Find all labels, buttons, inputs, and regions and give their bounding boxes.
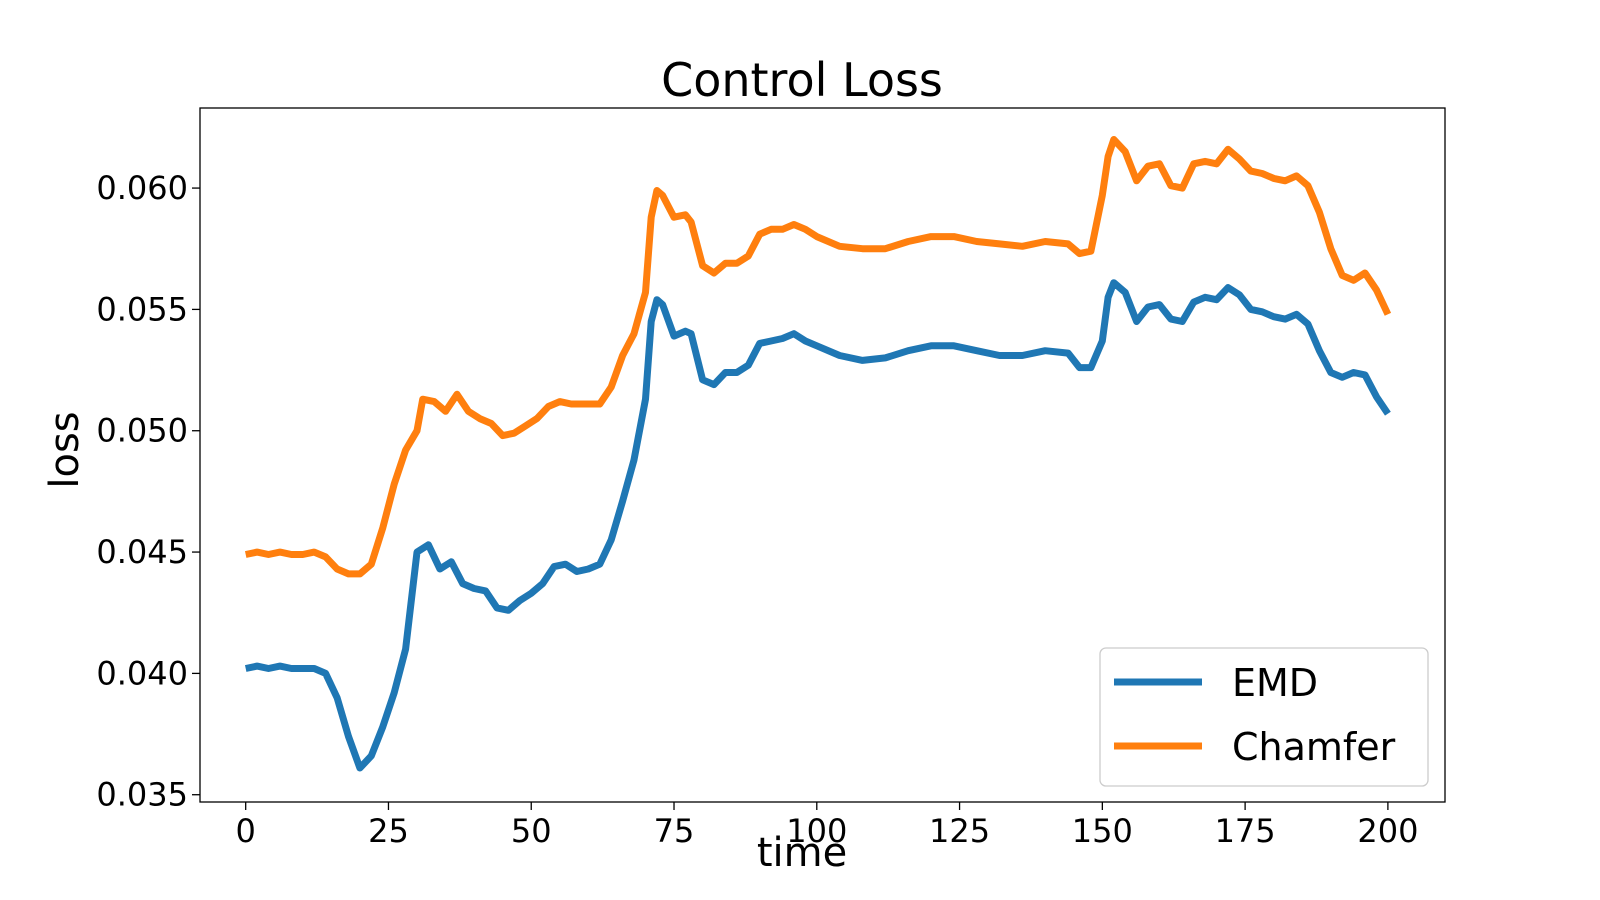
y-tick-label: 0.050 [96,412,188,450]
plot-area-frame [199,107,1446,803]
legend-label-chamfer: Chamfer [1232,725,1396,769]
x-tick-label: 100 [786,812,847,850]
y-tick-label: 0.035 [96,776,188,814]
x-tick-label: 150 [1072,812,1133,850]
x-tick-label: 50 [511,812,552,850]
x-axis-label: time [757,830,847,876]
y-tick-label: 0.060 [96,169,188,207]
legend: EMD Chamfer [1099,647,1429,787]
series-layer [244,136,1392,772]
x-tick-label: 200 [1357,812,1418,850]
x-tick-label: 125 [929,812,990,850]
x-tick-label: 0 [236,812,256,850]
y-tick-label: 0.055 [96,290,188,328]
legend-label-emd: EMD [1232,661,1318,705]
series-line-chamfer [244,136,1392,578]
y-axis-label: loss [42,411,88,488]
x-tick-label: 175 [1215,812,1276,850]
x-tick-label: 25 [368,812,409,850]
y-tick-label: 0.040 [96,654,188,692]
series-line-emd [244,279,1391,772]
ticks-layer: 0 25 50 75 100 125 150 175 200 0.035 0.040 0.045 0.0… [96,169,1418,850]
y-tick-label: 0.045 [96,533,188,571]
x-tick-label: 75 [654,812,695,850]
chart-title: Control Loss [661,53,943,107]
